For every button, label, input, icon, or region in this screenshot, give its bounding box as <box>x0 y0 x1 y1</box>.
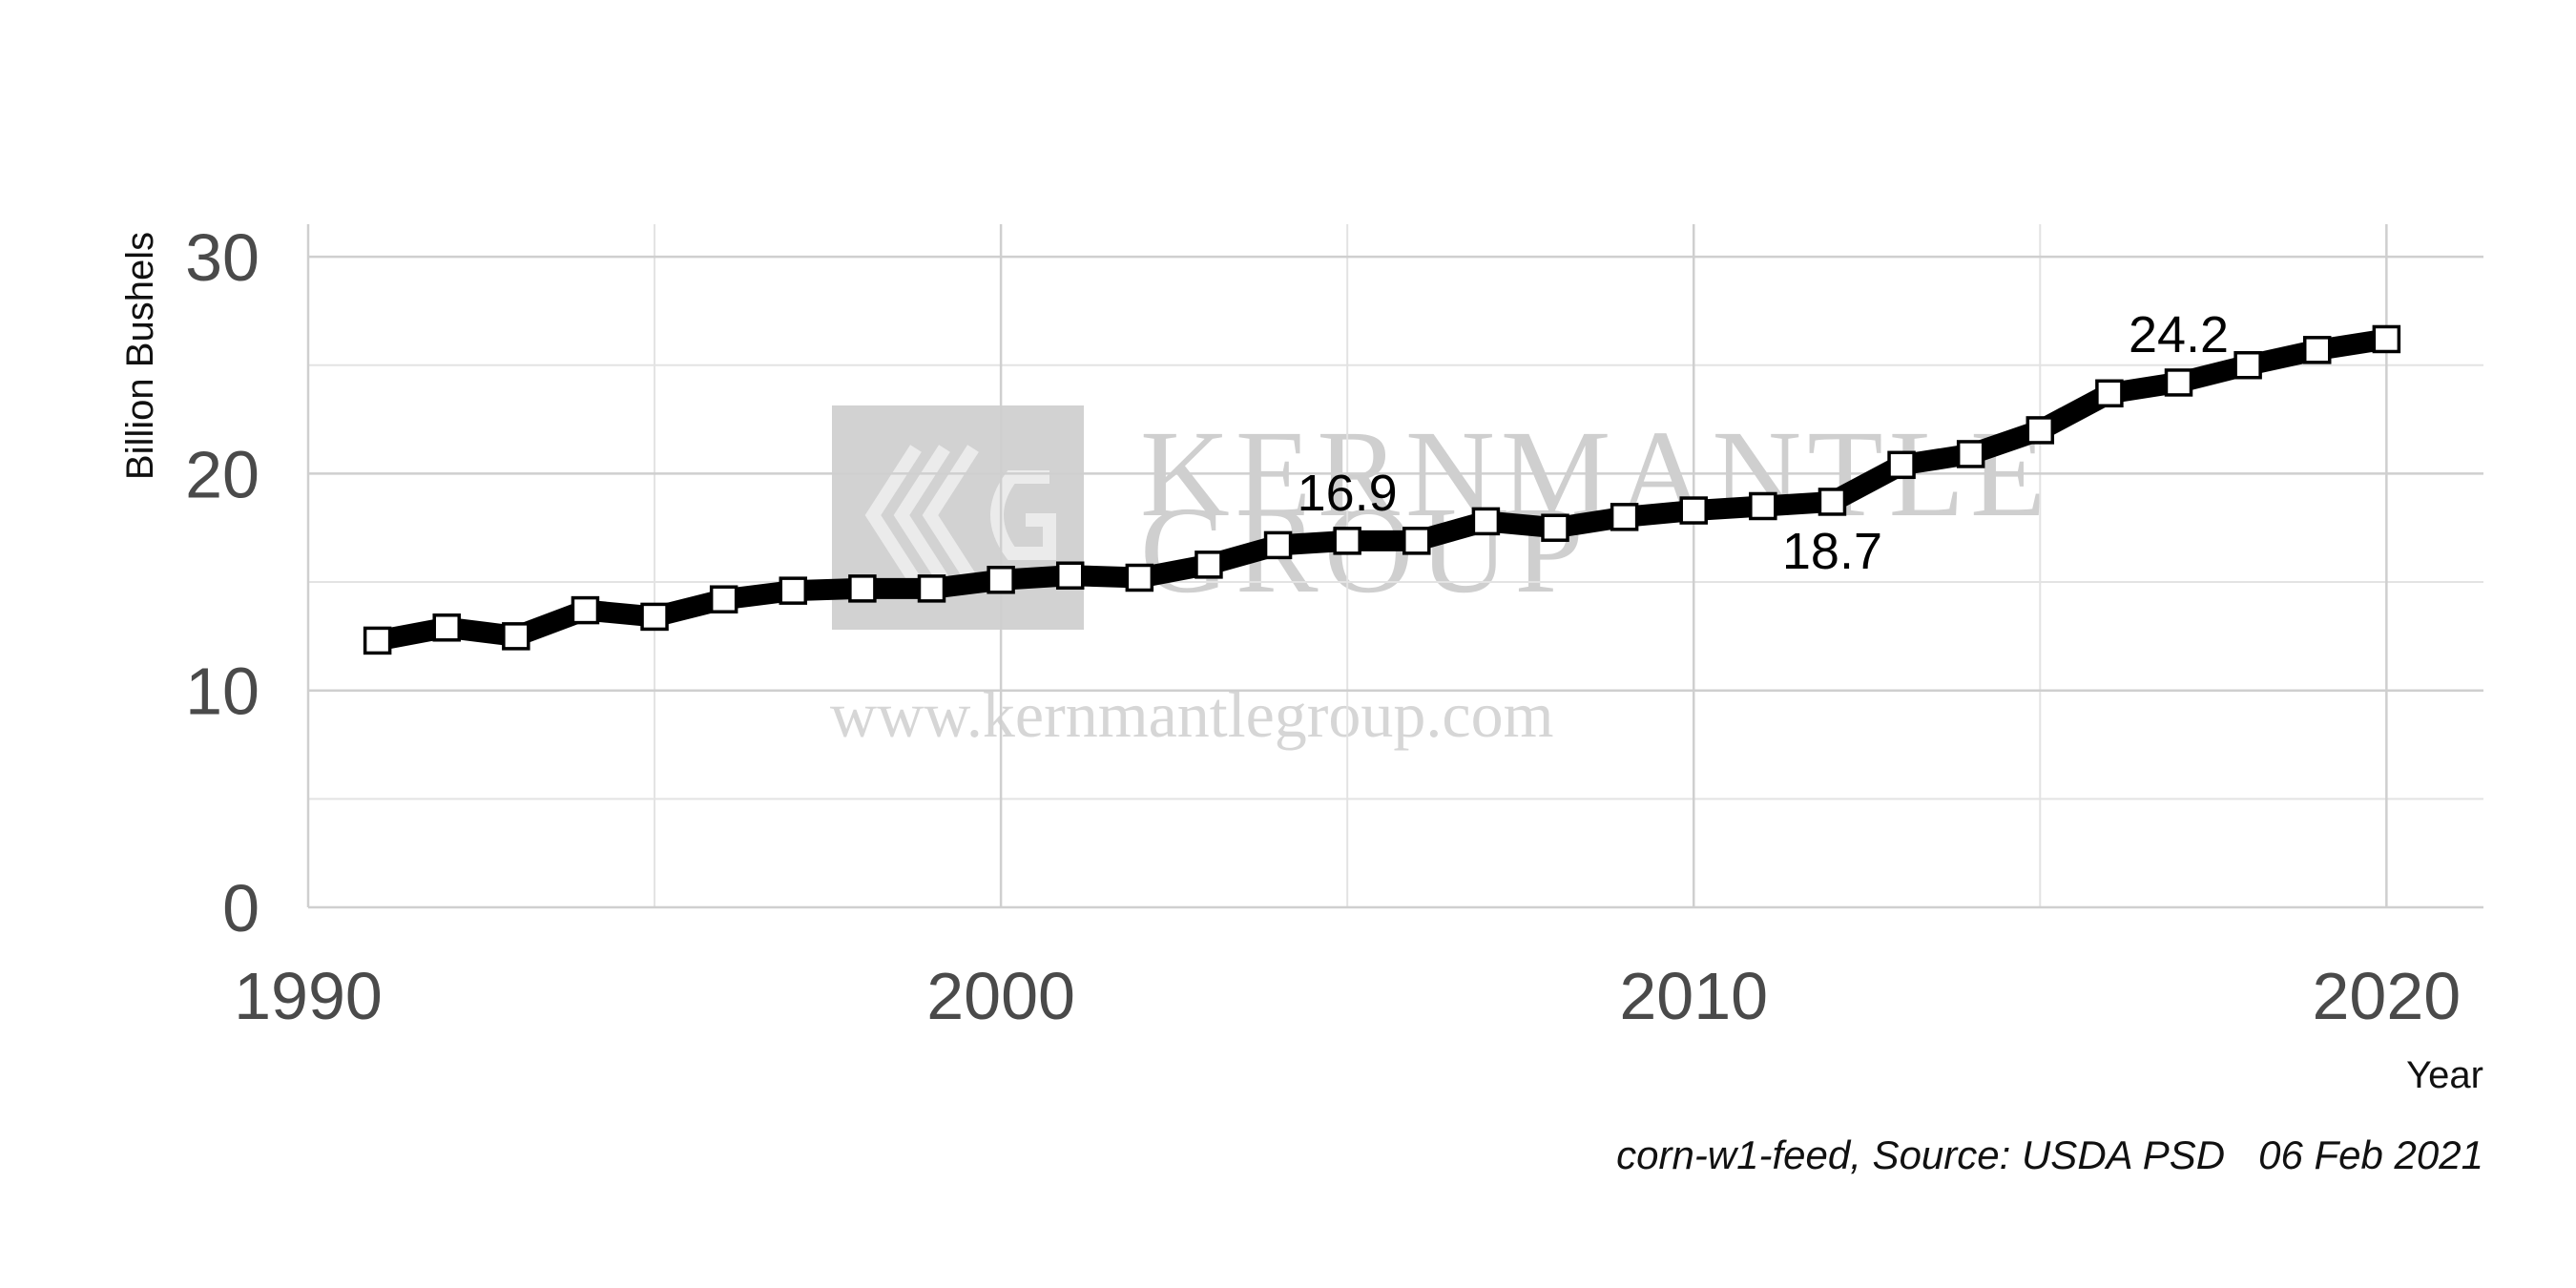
data-point <box>432 613 461 642</box>
data-point <box>2302 336 2332 364</box>
x-tick-label: 2020 <box>2312 959 2461 1033</box>
data-point <box>987 566 1015 594</box>
data-point <box>1125 563 1154 592</box>
data-point <box>1333 527 1361 555</box>
data-label: 18.7 <box>1782 523 1882 580</box>
x-axis-ticks: 1990 2000 2010 2020 <box>234 959 2461 1033</box>
data-point <box>1541 513 1569 542</box>
data-point <box>2095 379 2124 408</box>
data-point <box>709 585 738 613</box>
data-point <box>917 574 946 603</box>
x-axis-title: Year <box>2406 1054 2483 1096</box>
data-point <box>1055 561 1085 590</box>
data-point <box>1956 440 1985 468</box>
data-point <box>1263 530 1293 560</box>
x-tick-label: 1990 <box>234 959 383 1033</box>
data-point <box>2372 324 2401 354</box>
watermark-url: www.kernmantlegroup.com <box>830 678 1554 751</box>
data-point <box>1610 503 1639 531</box>
data-point <box>2233 350 2262 380</box>
y-axis-title: Billion Bushels <box>119 232 161 480</box>
data-point <box>1195 551 1223 579</box>
chart-caption: corn-w1-feed, Source: USDA PSD 06 Feb 20… <box>1616 1132 2483 1177</box>
data-point <box>1471 507 1501 536</box>
y-tick-label: 0 <box>222 871 260 945</box>
data-point <box>502 622 530 651</box>
y-tick-label: 20 <box>185 437 260 511</box>
data-label: 24.2 <box>2129 306 2229 364</box>
watermark-logo-glyph <box>864 445 1056 586</box>
data-point <box>363 626 392 655</box>
grid <box>306 224 2483 909</box>
data-point <box>848 574 877 603</box>
data-point <box>779 576 808 605</box>
data-point <box>2025 416 2055 445</box>
data-label: 16.9 <box>1298 465 1398 522</box>
data-point <box>640 602 669 632</box>
data-point <box>2164 368 2193 397</box>
y-axis-ticks: 0 10 20 30 <box>185 220 260 945</box>
data-point <box>1818 488 1847 516</box>
x-tick-label: 2000 <box>926 959 1075 1033</box>
data-point <box>1887 450 1916 480</box>
y-tick-label: 30 <box>185 220 260 295</box>
data-point <box>1679 496 1708 525</box>
data-labels: 16.9 18.7 24.2 <box>1298 306 2229 580</box>
series-layer <box>363 324 2401 655</box>
data-point <box>1749 491 1777 521</box>
data-point <box>571 595 600 625</box>
x-tick-label: 2010 <box>1619 959 1768 1033</box>
data-point <box>1402 527 1431 555</box>
y-tick-label: 10 <box>185 654 260 729</box>
